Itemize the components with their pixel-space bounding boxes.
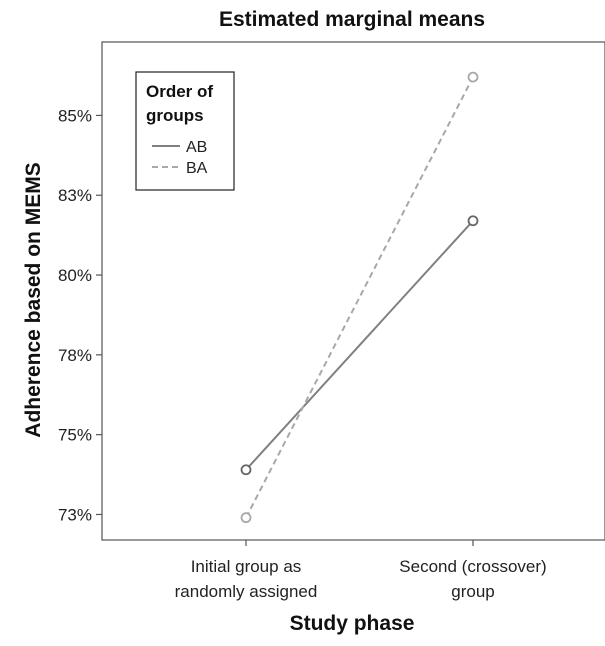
y-tick-label: 83% bbox=[58, 186, 92, 205]
y-tick-label: 73% bbox=[58, 505, 92, 524]
y-tick-label: 85% bbox=[58, 106, 92, 125]
data-point-ab bbox=[469, 216, 478, 225]
y-axis: 73% 75% 78% 80% 83% 85% bbox=[58, 106, 102, 524]
legend-label-ba: BA bbox=[186, 160, 208, 177]
x-tick-label: Second (crossover) bbox=[399, 557, 546, 576]
legend-title-line-2: groups bbox=[146, 106, 204, 125]
legend: Order of groups AB BA bbox=[136, 72, 234, 190]
y-tick-label: 78% bbox=[58, 346, 92, 365]
x-axis-title: Study phase bbox=[290, 612, 415, 635]
x-tick-label: Initial group as bbox=[191, 557, 302, 576]
x-tick-label: randomly assigned bbox=[175, 582, 318, 601]
legend-label-ab: AB bbox=[186, 139, 207, 156]
y-tick-label: 75% bbox=[58, 426, 92, 445]
y-tick-label: 80% bbox=[58, 266, 92, 285]
x-tick-label: group bbox=[451, 582, 494, 601]
chart-title: Estimated marginal means bbox=[219, 8, 485, 31]
data-point-ba bbox=[469, 73, 478, 82]
y-axis-title: Adherence based on MEMS bbox=[22, 162, 45, 437]
data-point-ab bbox=[242, 465, 251, 474]
data-point-ba bbox=[242, 513, 251, 522]
x-axis: Initial group as randomly assigned Second … bbox=[175, 540, 547, 601]
legend-title-line-1: Order of bbox=[146, 82, 213, 101]
